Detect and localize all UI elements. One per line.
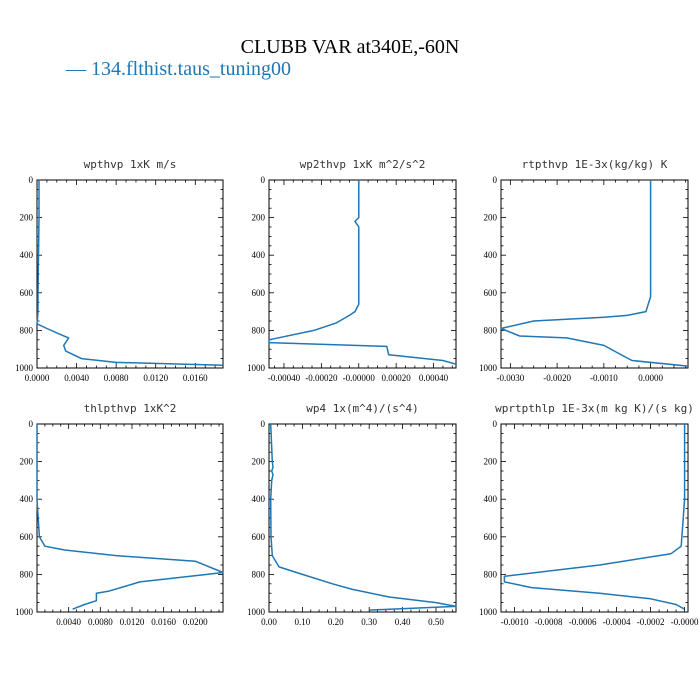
plot-frame (36, 179, 224, 369)
x-tick-label: -0.0000 (671, 617, 699, 627)
plot-frame (500, 179, 689, 369)
x-tick-label: 0.30 (361, 617, 377, 627)
y-tick-label: 1000 (479, 363, 498, 373)
x-tick-label: -0.0020 (543, 373, 571, 383)
x-tick-label: 0.0080 (88, 617, 113, 627)
y-tick-label: 200 (484, 213, 498, 223)
y-tick-label: 1000 (247, 363, 266, 373)
x-tick-label: 0.10 (295, 617, 311, 627)
y-tick-label: 800 (20, 569, 34, 579)
panel-title: wp2thvp 1xK m^2/s^2 (300, 158, 426, 171)
plot-frame (36, 423, 224, 613)
y-tick-label: 200 (252, 213, 266, 223)
y-tick-label: 800 (252, 569, 266, 579)
series-line (269, 423, 457, 611)
chart-title: CLUBB VAR at340E,-60N (240, 36, 460, 58)
series-line (268, 180, 457, 365)
x-tick-label: 0.0040 (64, 373, 89, 383)
plot-frame (268, 423, 457, 613)
y-tick-label: 0 (493, 175, 498, 185)
y-tick-label: 800 (20, 325, 34, 335)
x-tick-label: 0.0000 (638, 373, 663, 383)
panel-title: wp4 1x(m^4)/(s^4) (306, 402, 419, 415)
y-tick-label: 1000 (479, 607, 498, 617)
y-tick-label: 0 (261, 175, 266, 185)
panel-title: rtpthvp 1E-3x(kg/kg) K (522, 158, 668, 171)
y-tick-label: 600 (20, 288, 34, 298)
x-tick-label: -0.0010 (590, 373, 618, 383)
panel-title: wprtpthlp 1E-3x(m kg K)/(s kg) (495, 402, 694, 415)
y-tick-label: 0 (29, 175, 34, 185)
series-line (503, 424, 686, 610)
x-tick-label: -0.00020 (305, 373, 338, 383)
y-tick-label: 1000 (247, 607, 266, 617)
y-tick-label: 400 (484, 250, 498, 260)
x-tick-label: -0.0004 (603, 617, 631, 627)
y-tick-label: 1000 (15, 363, 34, 373)
y-tick-label: 200 (20, 457, 34, 467)
series-line (36, 424, 224, 610)
panel-3: rtpthvp 1E-3x(kg/kg) K02004006008001000-… (479, 158, 689, 383)
plot-frame (268, 179, 457, 369)
y-tick-label: 400 (252, 494, 266, 504)
x-tick-label: 0.00040 (419, 373, 449, 383)
x-tick-label: 0.00 (261, 617, 277, 627)
x-tick-label: 0.0120 (143, 373, 168, 383)
panel-6: wprtpthlp 1E-3x(m kg K)/(s kg) 0 200 400 600… (479, 402, 699, 627)
panel-title: thlpthvp 1xK^2 (84, 402, 177, 415)
x-tick-label: -0.00000 (343, 373, 376, 383)
y-tick-label: 0 (29, 419, 34, 429)
x-tick-label: 0.0160 (151, 617, 176, 627)
y-tick-label: 600 (484, 288, 498, 298)
y-tick-label: 800 (484, 569, 498, 579)
plot-frame (500, 423, 689, 613)
panel-title: wpthvp 1xK m/s (84, 158, 177, 171)
x-tick-label: 0.0040 (56, 617, 81, 627)
x-tick-label: 0.0080 (104, 373, 129, 383)
y-tick-label: 600 (252, 288, 266, 298)
y-tick-label: 400 (20, 494, 34, 504)
y-tick-label: 400 (20, 250, 34, 260)
x-tick-label: 0.50 (428, 617, 444, 627)
x-tick-label: 0.00020 (382, 373, 412, 383)
legend-entry: — 134.flthist.taus_tuning00 (66, 58, 291, 80)
y-tick-label: 400 (484, 494, 498, 504)
y-tick-label: 200 (20, 213, 34, 223)
y-tick-label: 600 (252, 532, 266, 542)
y-tick-label: 200 (252, 457, 266, 467)
y-tick-label: 0 (261, 419, 266, 429)
x-tick-label: -0.0002 (637, 617, 665, 627)
y-tick-label: 1000 (15, 607, 34, 617)
x-tick-label: 0.0160 (183, 373, 208, 383)
x-tick-label: -0.0008 (535, 617, 563, 627)
x-tick-label: 0.40 (395, 617, 411, 627)
x-tick-label: -0.0030 (496, 373, 524, 383)
panel-4: thlpthvp 1xK^2 0 200 400 600 800 1000 0.0040 0.0… (15, 402, 224, 627)
y-tick-label: 200 (484, 457, 498, 467)
series-line (36, 180, 224, 366)
y-tick-label: 600 (484, 532, 498, 542)
y-tick-label: 600 (20, 532, 34, 542)
y-tick-label: 800 (484, 325, 498, 335)
x-tick-label: 0.0200 (183, 617, 208, 627)
series-line (500, 180, 689, 367)
x-tick-label: 0.0000 (25, 373, 50, 383)
x-tick-label: 0.0120 (120, 617, 145, 627)
x-tick-label: -0.0010 (501, 617, 529, 627)
panel-2: wp2thvp 1xK m^2/s^202004006008001000-0.0… (247, 158, 457, 383)
y-tick-label: 0 (493, 419, 498, 429)
y-tick-label: 400 (252, 250, 266, 260)
y-tick-label: 800 (252, 325, 266, 335)
x-tick-label: -0.00040 (268, 373, 301, 383)
x-tick-label: -0.0006 (569, 617, 597, 627)
x-tick-label: 0.20 (328, 617, 344, 627)
